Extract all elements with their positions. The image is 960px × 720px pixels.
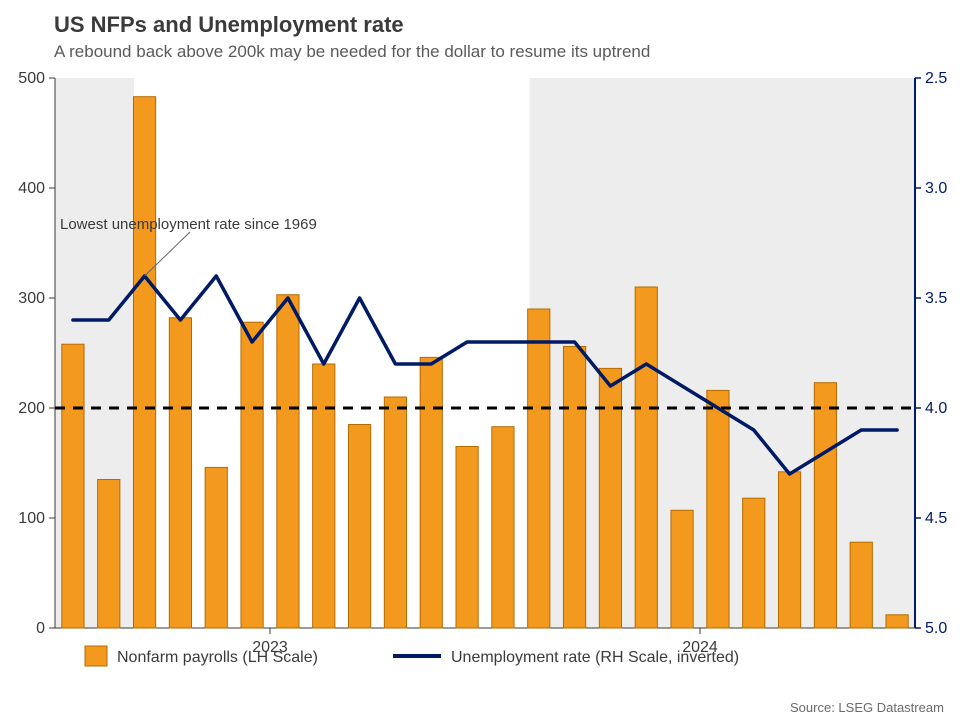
svg-text:5.0: 5.0 bbox=[925, 620, 947, 637]
svg-text:500: 500 bbox=[18, 70, 45, 87]
chart-container: US NFPs and Unemployment rate A rebound … bbox=[0, 0, 960, 720]
source-label: Source: LSEG Datastream bbox=[790, 700, 944, 715]
svg-text:Unemployment rate (RH Scale, i: Unemployment rate (RH Scale, inverted) bbox=[451, 649, 739, 666]
svg-text:Nonfarm payrolls (LH Scale): Nonfarm payrolls (LH Scale) bbox=[117, 649, 318, 666]
svg-text:0: 0 bbox=[36, 620, 45, 637]
svg-text:2.5: 2.5 bbox=[925, 70, 947, 87]
svg-text:300: 300 bbox=[18, 290, 45, 307]
annotation-lowest-unemployment: Lowest unemployment rate since 1969 bbox=[60, 216, 317, 233]
svg-text:200: 200 bbox=[18, 400, 45, 417]
svg-text:100: 100 bbox=[18, 510, 45, 527]
svg-text:400: 400 bbox=[18, 180, 45, 197]
svg-text:4.0: 4.0 bbox=[925, 400, 947, 417]
chart-plot: 01002003004005002.53.03.54.04.55.0202320… bbox=[0, 0, 960, 720]
svg-text:3.5: 3.5 bbox=[925, 290, 947, 307]
svg-text:4.5: 4.5 bbox=[925, 510, 947, 527]
svg-text:3.0: 3.0 bbox=[925, 180, 947, 197]
